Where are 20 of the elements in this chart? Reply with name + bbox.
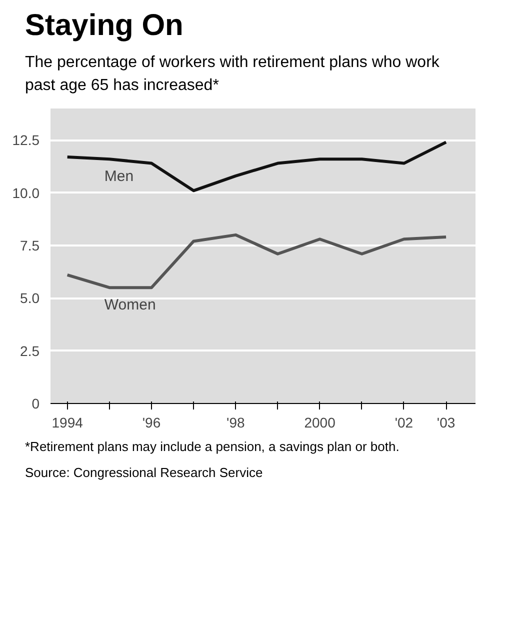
y-tick-label: 2.5: [20, 342, 40, 358]
y-tick-label: 10.0: [12, 184, 40, 200]
series-label: Men: [104, 168, 134, 185]
x-tick-label: '02: [394, 414, 414, 430]
line-series: [66, 232, 448, 289]
source-note: Source: Congressional Research Service: [25, 464, 264, 482]
y-tick-label: 7.5: [20, 236, 40, 253]
text: *Retirement plans may include a pension, a savings plan or both.: [25, 438, 400, 456]
chart-title: Staying On: [25, 8, 184, 44]
y-tick-label: 12.5: [12, 132, 40, 148]
line-series: [66, 140, 448, 192]
x-tick-label: 1994: [52, 414, 84, 430]
chart-subtitle: The percentage of workers with retirement plans who work past age 65 has increased*: [25, 52, 440, 96]
y-tick-label: 5.0: [20, 290, 40, 306]
x-tick-label: 2000: [304, 414, 336, 430]
series-label: Women: [104, 296, 156, 314]
x-tick-label: '96: [142, 414, 161, 430]
y-tick-label: 0: [32, 395, 40, 412]
x-tick-label: '03: [436, 414, 456, 430]
x-tick-label: '98: [226, 414, 245, 430]
